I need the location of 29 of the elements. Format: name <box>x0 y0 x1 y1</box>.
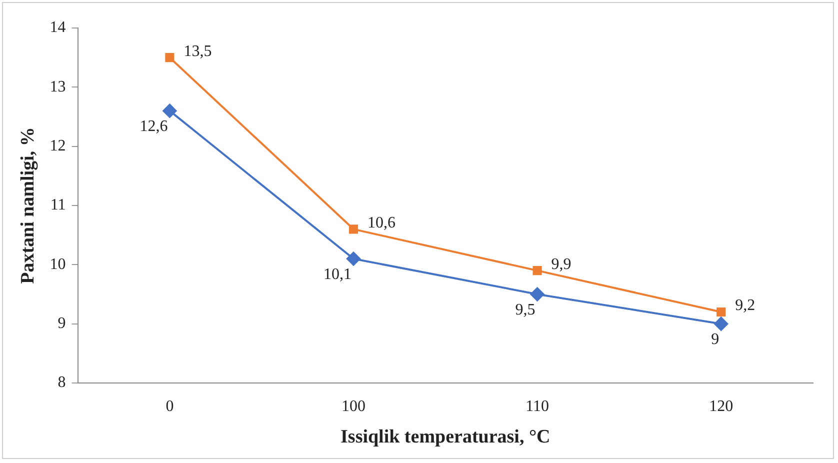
y-tick-label: 8 <box>58 374 66 392</box>
x-axis-title: Issiqlik temperaturasi, °C <box>340 426 550 448</box>
x-tick-label: 120 <box>709 398 734 415</box>
point <box>532 266 542 276</box>
point <box>714 316 728 331</box>
y-tick-label: 11 <box>50 196 66 214</box>
data-label: 9 <box>711 331 720 348</box>
point <box>530 287 544 302</box>
y-tick-label: 13 <box>50 78 66 96</box>
data-label: 10,1 <box>324 266 352 283</box>
y-tick-label: 10 <box>50 256 66 273</box>
data-label: 9,2 <box>735 297 756 314</box>
point <box>165 53 174 62</box>
point <box>346 252 360 266</box>
x-tick-label: 110 <box>526 398 550 415</box>
point <box>716 307 726 317</box>
point <box>348 224 358 234</box>
y-tick-label: 14 <box>50 19 66 36</box>
data-label: 9,9 <box>551 256 572 273</box>
data-label: 9,5 <box>515 301 536 318</box>
data-label: 13,5 <box>184 42 212 60</box>
data-label: 12,6 <box>140 118 168 136</box>
point <box>162 104 177 118</box>
y-axis-title: Paxtani namligi, % <box>17 127 38 284</box>
x-tick-label: 100 <box>342 398 366 415</box>
x-tick-label: 0 <box>166 398 174 415</box>
y-tick-label: 12 <box>50 138 66 155</box>
y-tick-label: 9 <box>58 315 66 332</box>
data-label: 10,6 <box>368 214 396 232</box>
